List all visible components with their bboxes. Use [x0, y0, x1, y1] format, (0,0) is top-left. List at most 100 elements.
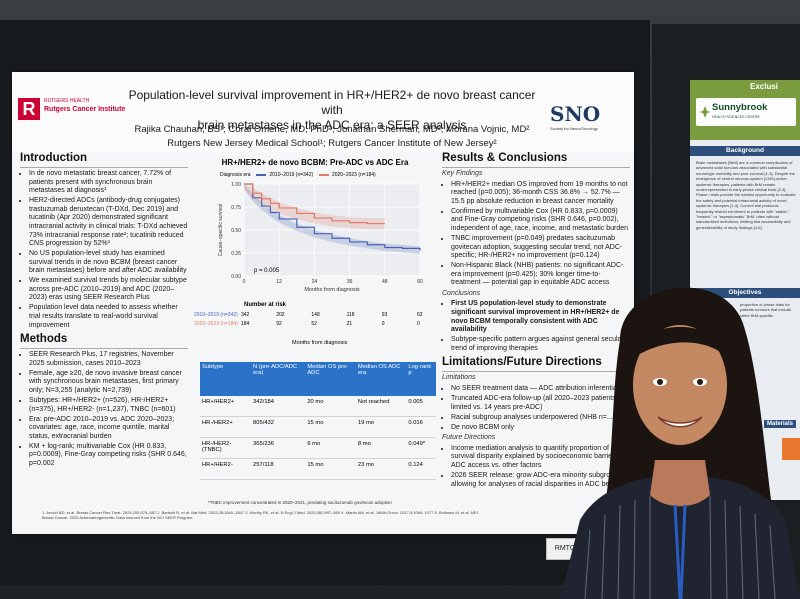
title-line-1: Population-level survival improvement in…: [128, 88, 536, 117]
risk-value: 202: [276, 312, 285, 318]
confidence-band-1: [244, 184, 385, 230]
table-cell: 257/118: [251, 458, 306, 480]
table-body: HR+/HER2+ 342/184 20 mo Not reached 0.005 HR-…: [200, 396, 436, 480]
limitation-item: De novo BCBM only: [451, 424, 630, 433]
risk-value: 148: [311, 312, 320, 318]
materials-heading: Materials: [764, 420, 797, 428]
risk-table-xlabel: Months from diagnosis: [292, 340, 348, 346]
methods-item: Female, age ≥20, de novo invasive breast…: [29, 370, 188, 396]
poster-header: R RUTGERS HEALTH Rutgers Cancer Institut…: [12, 72, 634, 152]
y-tick-label: 0.25: [231, 251, 241, 257]
y-tick-label: 1.00: [231, 182, 241, 188]
divider: [20, 348, 188, 350]
orange-block: [782, 438, 800, 460]
risk-row: 2020–2023 (n=184) 184 92 52 21 0 0: [194, 321, 434, 327]
survival-curve-1: [244, 183, 385, 225]
table-cell: 0.005: [406, 396, 436, 417]
legend-swatch-pre-adc: [255, 173, 266, 176]
findings-list: HR+/HER2+ median OS improved from 19 mon…: [442, 181, 630, 288]
conclusions-label: Conclusions: [442, 289, 481, 297]
left-column: Introduction In de novo metastatic breas…: [20, 152, 188, 470]
poster-affiliations: Rutgers New Jersey Medical School¹; Rutg…: [167, 138, 497, 149]
future-item: Income mediation analysis to quantify pr…: [451, 445, 630, 471]
limitations-heading: Limitations/Future Directions: [442, 356, 602, 369]
x-axis-label: Months from diagnosis: [304, 287, 360, 293]
x-tick-label: 48: [382, 279, 388, 285]
title-line-2: brain metastases in the ADC era: a SEER …: [197, 118, 467, 132]
methods-item: KM + log-rank; multivariable Cox (HR 0.8…: [29, 443, 188, 469]
table-footnote: *TNBC improvement concentrated in 2020–2…: [208, 500, 392, 505]
future-item: 2026 SEER release: grow ADC-era minority…: [451, 472, 630, 489]
conclusions-list: First US population-level study to demon…: [442, 300, 630, 353]
adjacent-poster-exclusive: Exclusi: [750, 82, 779, 91]
table-header-row: Subtype N (pre-ADC/ADC era) Median OS pr…: [200, 362, 436, 396]
intro-list: In de novo metastatic breast cancer, 7.7…: [20, 170, 188, 330]
table-row: HR+/HER2- 257/118 15 mo 23 mo 0.124: [200, 458, 436, 480]
methods-item: Era: pre-ADC 2010–2019 vs. ADC 2020–2023…: [29, 416, 188, 442]
conclusion-item: First US population-level study to demon…: [451, 300, 630, 334]
legend-entry-pre-adc: 2010–2019 (n=342): [269, 172, 314, 178]
sno-subtitle: Society for NeuroOncology: [550, 126, 598, 131]
poster-authors: Rajika Chauhan, BS¹; Coral Omene, MD, Ph…: [134, 124, 530, 135]
background-heading: Background: [690, 146, 800, 156]
table-cell: HR+/HER2-: [200, 458, 252, 480]
finding-item: TNBC improvement (p=0.049) predates saci…: [451, 235, 630, 261]
risk-value: 0: [381, 321, 385, 327]
research-poster: R RUTGERS HEALTH Rutgers Cancer Institut…: [12, 72, 634, 534]
table-cell: 342/184: [251, 396, 306, 417]
y-axis-label: Cause−specific survival: [218, 204, 224, 256]
table-cell: 23 mo: [355, 458, 407, 480]
divider: [442, 371, 630, 373]
table-header: Median OS pre-ADC: [305, 362, 356, 396]
table-cell: HR-/HER2- (TNBC): [200, 437, 252, 459]
chart-title: HR+/HER2+ de novo BCBM: Pre-ADC vs ADC E…: [221, 158, 409, 167]
sunnybrook-logo: Sunnybrook HEALTH SCIENCES CENTRE: [696, 98, 796, 126]
x-tick-label: 12: [276, 279, 282, 285]
divider: [20, 167, 188, 168]
table-cell: 805/432: [251, 416, 306, 438]
table-cell: HR+/HER2+: [200, 396, 252, 417]
table-cell: 0.124: [406, 458, 436, 480]
table-cell: 6 mo: [305, 437, 356, 459]
legend-entry-adc: 2020–2023 (n=184): [331, 172, 376, 178]
risk-value: 93: [381, 312, 388, 318]
methods-heading: Methods: [20, 333, 68, 346]
x-tick-label: 0: [243, 279, 246, 285]
table-cell: 20 mo: [305, 396, 356, 417]
finding-item: Non-Hispanic Black (NHB) patients: no si…: [451, 262, 630, 288]
risk-row-label: 2010–2019 (n=342): [194, 312, 238, 318]
p-value-annotation: p = 0.005: [254, 268, 280, 274]
survival-table: Subtype N (pre-ADC/ADC era) Median OS pr…: [200, 362, 436, 480]
poster-title: Population-level survival improvement in…: [122, 88, 542, 133]
x-tick-label: 36: [347, 279, 353, 285]
intro-item: In de novo metastatic breast cancer, 7.7…: [29, 170, 188, 196]
table-cell: 15 mo: [305, 458, 356, 480]
limitation-item: No SEER treatment data — ADC attribution…: [451, 385, 630, 394]
table-cell: 8 mo: [355, 437, 407, 459]
institution-name: Rutgers Cancer Institute: [44, 106, 126, 113]
table-row: HR+/HER2+ 342/184 20 mo Not reached 0.005: [200, 396, 436, 417]
presenter-photo: [560, 287, 800, 599]
x-tick-label: 60: [417, 279, 423, 285]
future-list: Income mediation analysis to quantify pr…: [442, 445, 630, 489]
references: 1. Arvold ND, et al. Breast Cancer Res T…: [42, 510, 479, 520]
table-header: Subtype: [200, 362, 252, 396]
x-tick-label: 24: [312, 279, 318, 285]
y-tick-label: 0.75: [231, 205, 241, 211]
risk-value: 0: [417, 321, 420, 327]
table-cell: 19 mo: [355, 416, 407, 438]
legend-swatch-adc: [318, 173, 329, 176]
table-cell: Not reached: [355, 396, 407, 417]
risk-row-label: 2020–2023 (n=184): [194, 321, 238, 327]
intro-heading: Introduction: [20, 152, 88, 164]
objectives-text: proportion of phase trials for patients …: [740, 302, 792, 318]
table-cell: 15 mo: [305, 416, 356, 438]
results-heading: Results & Conclusions: [442, 152, 568, 164]
sno-logo: SNO Society for NeuroOncology: [550, 102, 600, 131]
intro-item: We examined survival trends by molecular…: [29, 277, 188, 303]
intro-item: No US population-level study has examine…: [29, 250, 188, 276]
table-cell: 0.016: [406, 416, 436, 438]
risk-value: 62: [417, 312, 423, 318]
km-plot: 0 12 24 36 48 60 0.00 0.25 0.50 0.75 1.00 Cause−spe…: [218, 182, 423, 293]
findings-label: Key Findings: [442, 170, 483, 177]
